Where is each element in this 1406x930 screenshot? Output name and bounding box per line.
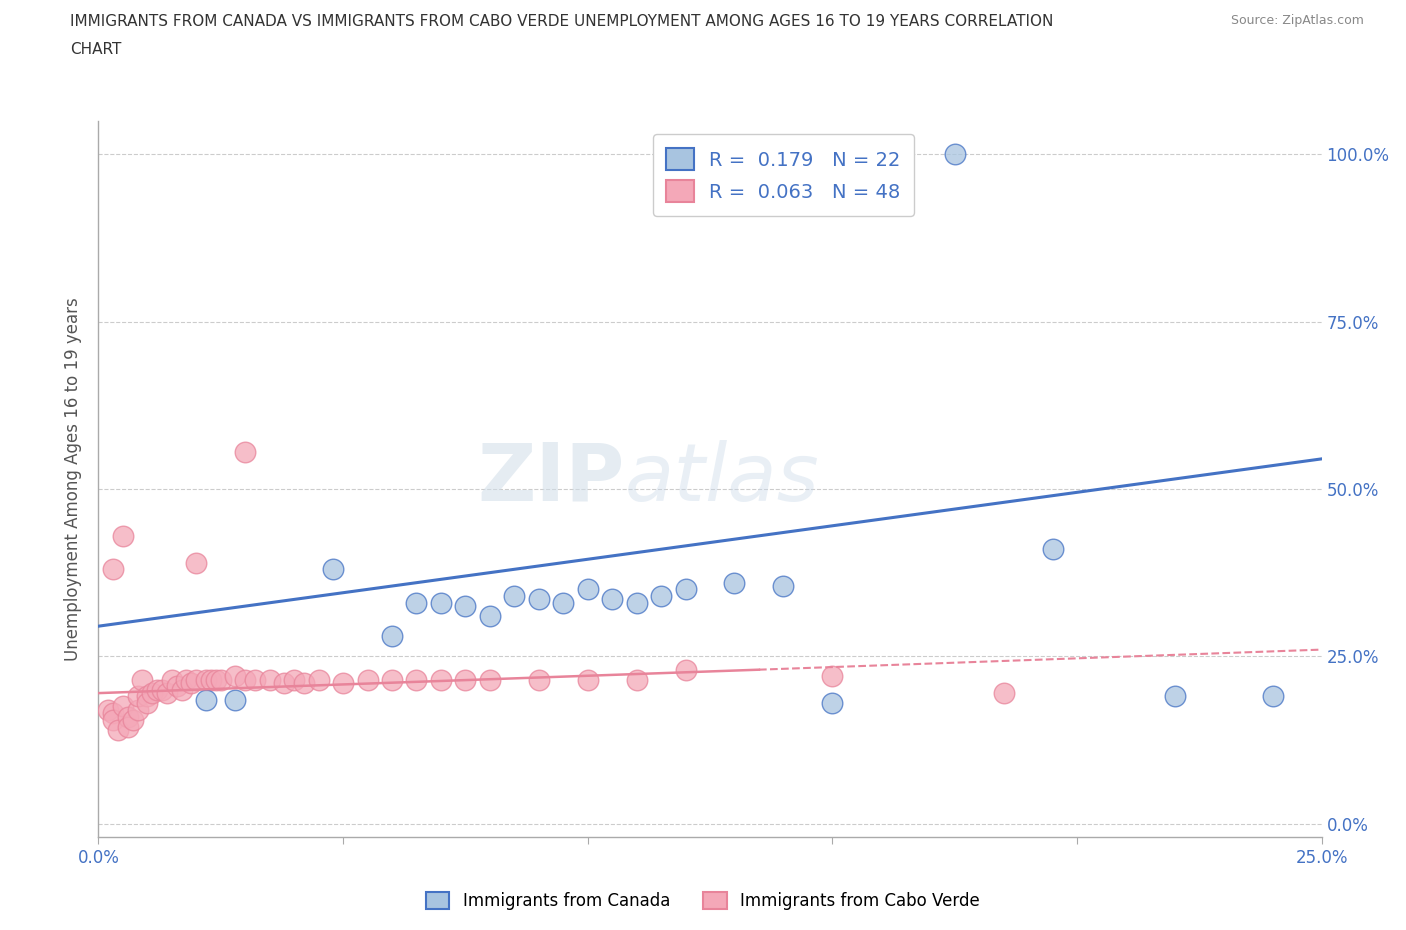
Point [332,675,354,690]
Point [1164,689,1187,704]
Point [101,706,124,721]
Point [723,576,745,591]
Point [381,629,404,644]
Point [101,712,124,727]
Point [170,683,193,698]
Point [195,672,218,687]
Point [150,683,173,698]
Point [576,582,599,597]
Point [136,696,159,711]
Point [454,672,477,687]
Point [650,589,672,604]
Point [821,669,844,684]
Text: atlas: atlas [624,440,820,518]
Point [166,679,188,694]
Point [553,595,575,610]
Point [224,692,246,707]
Point [205,672,228,687]
Point [224,669,246,684]
Point [405,595,427,610]
Point [186,555,208,570]
Point [121,712,143,727]
Point [381,672,404,687]
Point [405,672,427,687]
Point [176,672,198,687]
Legend: R =  0.179   N = 22, R =  0.063   N = 48: R = 0.179 N = 22, R = 0.063 N = 48 [652,134,914,216]
Point [1261,689,1284,704]
Text: IMMIGRANTS FROM CANADA VS IMMIGRANTS FROM CABO VERDE UNEMPLOYMENT AMONG AGES 16 : IMMIGRANTS FROM CANADA VS IMMIGRANTS FRO… [70,14,1053,29]
Point [576,672,599,687]
Text: Source: ZipAtlas.com: Source: ZipAtlas.com [1230,14,1364,27]
Point [160,672,183,687]
Point [478,609,501,624]
Point [600,592,623,607]
Point [117,719,139,734]
Point [430,595,453,610]
Point [527,672,550,687]
Y-axis label: Unemployment Among Ages 16 to 19 years: Unemployment Among Ages 16 to 19 years [65,297,83,661]
Point [107,723,129,737]
Legend: Immigrants from Canada, Immigrants from Cabo Verde: Immigrants from Canada, Immigrants from … [419,885,987,917]
Point [430,672,453,687]
Point [503,589,526,604]
Point [141,685,163,700]
Point [233,445,256,459]
Point [243,672,266,687]
Point [127,689,149,704]
Point [111,699,134,714]
Point [97,702,120,717]
Point [772,578,794,593]
Point [292,675,315,690]
Point [322,562,344,577]
Point [1042,542,1064,557]
Point [626,672,648,687]
Point [127,702,149,717]
Point [626,595,648,610]
Point [821,696,844,711]
Text: CHART: CHART [70,42,122,57]
Point [156,685,179,700]
Point [233,672,256,687]
Point [180,675,202,690]
Point [308,672,330,687]
Point [117,709,139,724]
Point [845,147,868,162]
Point [993,685,1015,700]
Point [136,689,159,704]
Point [209,672,232,687]
Point [454,599,477,614]
Point [478,672,501,687]
Text: ZIP: ZIP [477,440,624,518]
Point [943,147,966,162]
Point [273,675,295,690]
Point [131,672,153,687]
Point [283,672,305,687]
Point [195,692,218,707]
Point [527,592,550,607]
Point [200,672,222,687]
Point [111,528,134,543]
Point [186,672,208,687]
Point [675,662,697,677]
Point [101,562,124,577]
Point [675,582,697,597]
Point [356,672,378,687]
Point [259,672,281,687]
Point [146,683,169,698]
